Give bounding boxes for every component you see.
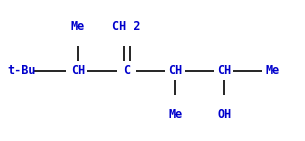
Text: CH: CH	[71, 64, 85, 77]
Text: t-Bu: t-Bu	[7, 64, 36, 77]
Text: Me: Me	[168, 108, 182, 121]
Text: OH: OH	[217, 108, 231, 121]
Text: CH 2: CH 2	[112, 20, 141, 33]
Text: Me: Me	[71, 20, 85, 33]
Text: CH: CH	[168, 64, 182, 77]
Text: CH: CH	[217, 64, 231, 77]
Text: Me: Me	[266, 64, 280, 77]
Text: C: C	[123, 64, 130, 77]
